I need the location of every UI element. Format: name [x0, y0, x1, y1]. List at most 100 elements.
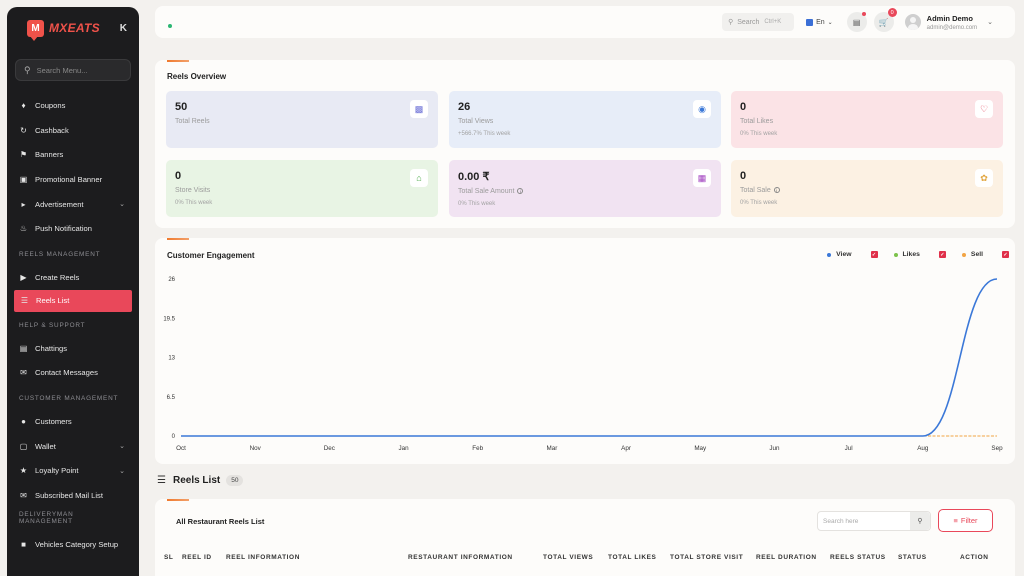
chart-legend: View ✓ Likes ✓ Sell ✓: [811, 251, 1009, 258]
online-status-dot: [168, 24, 172, 28]
stat-change: 0% This week: [740, 200, 778, 206]
language-selector[interactable]: En ⌄: [806, 18, 833, 26]
column-header[interactable]: REELS STATUS: [830, 554, 886, 561]
filter-button[interactable]: ≡ Filter: [938, 509, 993, 532]
sidebar-item-label: Customers: [35, 417, 72, 427]
stat-card: 0.00 ₹ Total Sale Amount i 0% This week ▦: [449, 160, 721, 217]
sidebar-item-chattings[interactable]: ▤ Chattings: [7, 336, 139, 361]
notification-dot: [861, 12, 866, 16]
stat-label-text: Store Visits: [175, 187, 211, 194]
sidebar-item-cashback[interactable]: ↻ Cashback: [7, 118, 139, 143]
sidebar-item-contact-messages[interactable]: ✉ Contact Messages: [7, 361, 139, 386]
sidebar-item-push-notification[interactable]: ♨ Push Notification: [7, 216, 139, 241]
search-shortcut: Ctrl+K: [764, 19, 782, 25]
info-icon[interactable]: i: [517, 188, 524, 194]
collapse-sidebar-button[interactable]: K: [119, 22, 127, 34]
stat-card: 0 Total Likes 0% This week ♡: [731, 91, 1003, 148]
title-accent: [167, 60, 189, 62]
reels-search-placeholder: Search here: [823, 517, 859, 525]
legend-checkbox[interactable]: ✓: [1002, 251, 1009, 258]
sidebar-item-banners[interactable]: ⚑ Banners: [7, 142, 139, 167]
sidebar-item-label: Subscribed Mail List: [35, 491, 103, 501]
sidebar-item-promotional-banner[interactable]: ▣ Promotional Banner: [7, 167, 139, 192]
legend-checkbox[interactable]: ✓: [870, 251, 878, 258]
column-header[interactable]: REEL INFORMATION: [226, 554, 300, 561]
sidebar-item-label: Wallet: [35, 441, 56, 451]
legend-checkbox[interactable]: ✓: [938, 251, 946, 258]
customer-engagement-title: Customer Engagement: [167, 251, 255, 260]
logo-icon: M: [27, 19, 44, 41]
reels-search-input[interactable]: Search here ⚲: [817, 511, 931, 531]
flag-icon: ⚑: [19, 150, 28, 160]
stat-value: 50: [175, 101, 188, 113]
language-label: En: [816, 18, 825, 26]
car-icon: ■: [21, 539, 26, 549]
chevron-down-icon: ⌄: [827, 19, 833, 26]
sidebar-item-coupons[interactable]: ♦ Coupons: [7, 93, 139, 118]
stat-value: 0: [175, 170, 182, 182]
stat-label-text: Total Reels: [175, 118, 210, 125]
sale-icon: ✿: [975, 169, 993, 187]
sidebar-item-subscribed-mail-list[interactable]: ✉ Subscribed Mail List: [7, 483, 139, 508]
stat-card: 0 Total Sale i 0% This week ✿: [731, 160, 1003, 217]
sidebar-item-create-reels[interactable]: ▶ Create Reels: [7, 265, 139, 290]
messages-button[interactable]: ▤: [846, 12, 867, 32]
user-menu[interactable]: Admin Demo admin@demo.com ⌄: [168, 14, 993, 31]
sidebar-item-customers[interactable]: ● Customers: [7, 409, 139, 434]
stat-change: 0% This week: [740, 131, 778, 137]
cart-button[interactable]: 🛒 0: [873, 8, 897, 32]
stat-card: 0 Store Visits 0% This week ⌂: [166, 160, 438, 217]
bell-icon: ♨: [19, 224, 28, 234]
search-button[interactable]: ⚲: [910, 512, 930, 530]
column-header[interactable]: STATUS: [898, 554, 927, 561]
column-header[interactable]: SL: [164, 554, 174, 561]
refresh-icon: ↻: [20, 125, 27, 135]
legend-dot: [827, 252, 832, 257]
top-bar: ⚲ Search Ctrl+K En ⌄ ▤ 🛒 0 Admin Demo ad…: [155, 6, 1015, 38]
avatar: [904, 14, 921, 30]
stat-value: 0: [740, 101, 747, 113]
column-header[interactable]: REEL DURATION: [756, 554, 817, 561]
star-icon: ★: [19, 466, 28, 476]
filter-icon: ≡: [953, 516, 958, 525]
sidebar-item-label: Chattings: [35, 343, 68, 353]
legend-item-view[interactable]: View ✓: [827, 251, 878, 258]
sidebar-search-input[interactable]: ⚲ Search Menu...: [15, 59, 131, 81]
customer-engagement-panel: [155, 238, 1015, 464]
legend-label: Sell: [970, 251, 983, 258]
stat-label: Total Views: [458, 118, 712, 125]
sidebar-section-title: HELP & SUPPORT: [19, 321, 86, 329]
column-header[interactable]: ACTION: [960, 554, 989, 561]
legend-label: Likes: [902, 251, 920, 258]
sidebar-item-label: Contact Messages: [35, 368, 98, 378]
column-header[interactable]: TOTAL STORE VISIT: [670, 554, 744, 561]
column-header[interactable]: TOTAL VIEWS: [543, 554, 594, 561]
column-header[interactable]: TOTAL LIKES: [608, 554, 657, 561]
info-icon[interactable]: i: [773, 187, 780, 193]
column-header[interactable]: RESTAURANT INFORMATION: [408, 554, 513, 561]
legend-item-likes[interactable]: Likes ✓: [893, 251, 946, 258]
legend-dot: [961, 252, 966, 257]
flag-icon: [806, 18, 814, 26]
sidebar-item-label: Reels List: [36, 296, 70, 306]
chevron-down-icon: ⌄: [119, 201, 125, 209]
heart-icon: ♡: [975, 100, 993, 118]
sidebar-item-advertisement[interactable]: ▸ Advertisement ⌄: [7, 192, 139, 217]
user-email: admin@demo.com: [926, 24, 978, 31]
legend-item-sell[interactable]: Sell ✓: [961, 251, 1009, 258]
invoice-icon: ▦: [693, 169, 711, 187]
search-icon: ⚲: [728, 19, 734, 26]
sidebar-item-loyalty-point[interactable]: ★ Loyalty Point ⌄: [7, 459, 139, 484]
global-search[interactable]: ⚲ Search Ctrl+K: [722, 13, 795, 31]
title-accent: [167, 499, 189, 501]
reels-list-header: ☰ Reels List 50: [157, 475, 244, 486]
sidebar-item-vehicles-category-setup[interactable]: ■ Vehicles Category Setup: [7, 532, 139, 557]
sidebar-section-title: REELS MANAGEMENT: [19, 251, 101, 259]
stat-label: Store Visits: [175, 187, 429, 194]
chat-icon: ▤: [852, 17, 861, 27]
search-icon: ⚲: [24, 64, 31, 75]
sidebar-item-wallet[interactable]: ▢ Wallet ⌄: [7, 434, 139, 459]
brand: M MXEATS K: [7, 7, 139, 49]
column-header[interactable]: REEL ID: [182, 554, 212, 561]
sidebar-item-reels-list[interactable]: ☰ Reels List: [14, 289, 132, 312]
